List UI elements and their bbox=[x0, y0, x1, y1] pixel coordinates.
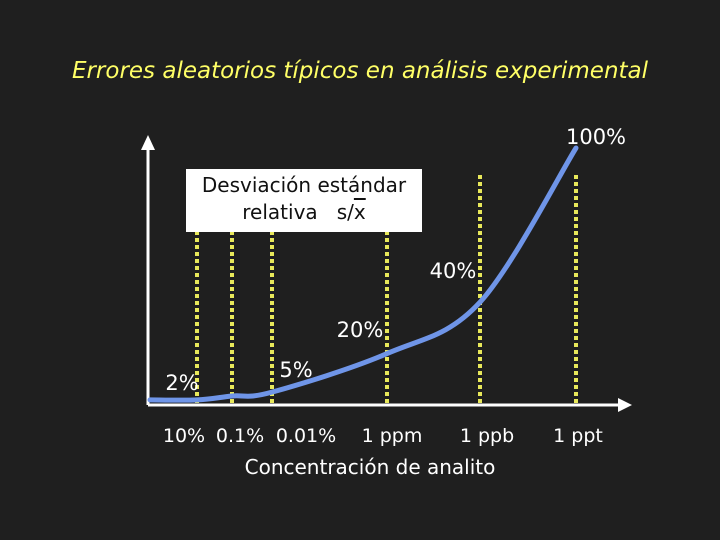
y-axis-label-line2: relativa s/x bbox=[186, 199, 422, 226]
annotation-1: 2% bbox=[165, 371, 198, 395]
y-axis-arrow bbox=[141, 135, 155, 150]
x-tick-labels: 10% 0.1% 0.01% 1 ppm 1 ppb 1 ppt bbox=[163, 425, 603, 447]
annotation-4: 40% bbox=[430, 259, 477, 283]
curve-series bbox=[147, 145, 579, 403]
axes bbox=[141, 135, 632, 412]
annotation-2: 5% bbox=[279, 358, 312, 382]
x-tick-label-3: 0.01% bbox=[276, 425, 336, 447]
slide-title: Errores aleatorios típicos en análisis e… bbox=[71, 58, 649, 84]
x-tick-label-5: 1 ppb bbox=[460, 425, 514, 447]
x-axis-label: Concentración de analito bbox=[245, 455, 496, 479]
x-tick-label-6: 1 ppt bbox=[553, 425, 603, 447]
y-axis-label-var: x bbox=[353, 200, 366, 224]
y-axis-label-box bbox=[186, 169, 422, 232]
annotation-5: 100% bbox=[566, 125, 626, 149]
annotation-3: 20% bbox=[337, 318, 384, 342]
x-tick-label-2: 0.1% bbox=[216, 425, 264, 447]
y-axis-label-prefix: relativa s/ bbox=[242, 200, 354, 224]
annotations: 2% 5% 20% 40% 100% bbox=[165, 125, 626, 395]
x-axis-arrow bbox=[618, 398, 632, 412]
x-tick-label-1: 10% bbox=[163, 425, 205, 447]
x-tick-label-4: 1 ppm bbox=[362, 425, 423, 447]
y-axis-label-line1: Desviación estándar bbox=[201, 173, 407, 197]
y-axis-label: Desviación estándar relativa s/x bbox=[186, 172, 422, 226]
